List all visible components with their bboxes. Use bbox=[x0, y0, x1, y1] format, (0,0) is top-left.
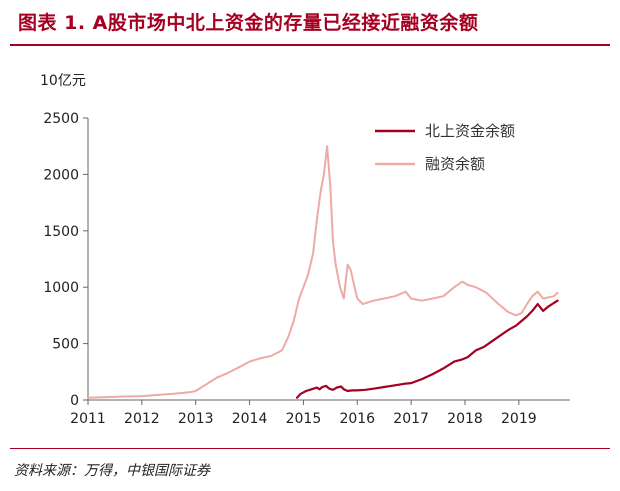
x-tick-label: 2017 bbox=[393, 411, 429, 427]
title-divider bbox=[10, 44, 610, 46]
footer-divider bbox=[10, 448, 610, 449]
y-tick-label: 0 bbox=[70, 393, 79, 409]
northbound-series-line bbox=[295, 299, 559, 399]
y-tick-label: 2500 bbox=[43, 111, 79, 127]
x-tick-label: 2014 bbox=[232, 411, 268, 427]
y-axis-unit-label: 10亿元 bbox=[40, 73, 86, 89]
chart-series bbox=[87, 145, 559, 399]
y-tick-label: 500 bbox=[52, 337, 79, 353]
figure-title: 图表 1. A股市场中北上资金的存量已经接近融资余额 bbox=[18, 12, 479, 34]
x-tick-label: 2018 bbox=[447, 411, 483, 427]
northbound-legend-label: 北上资金余额 bbox=[425, 122, 515, 140]
x-tick-label: 2019 bbox=[501, 411, 537, 427]
margin-legend-label: 融资余额 bbox=[425, 155, 485, 173]
y-tick-label: 1500 bbox=[43, 224, 79, 240]
x-tick-label: 2011 bbox=[70, 411, 106, 427]
x-tick-label: 2015 bbox=[286, 411, 322, 427]
source-note: 资料来源：万得，中银国际证券 bbox=[14, 463, 210, 479]
y-tick-label: 2000 bbox=[43, 167, 79, 183]
margin-series-line bbox=[87, 145, 559, 399]
x-tick-label: 2013 bbox=[178, 411, 214, 427]
x-tick-label: 2016 bbox=[339, 411, 375, 427]
y-tick-label: 1000 bbox=[43, 280, 79, 296]
chart-axes: 0 500 1000 1500 2000 2500 2011 2012 2013 2014 2015… bbox=[43, 111, 570, 427]
x-tick-label: 2012 bbox=[124, 411, 160, 427]
